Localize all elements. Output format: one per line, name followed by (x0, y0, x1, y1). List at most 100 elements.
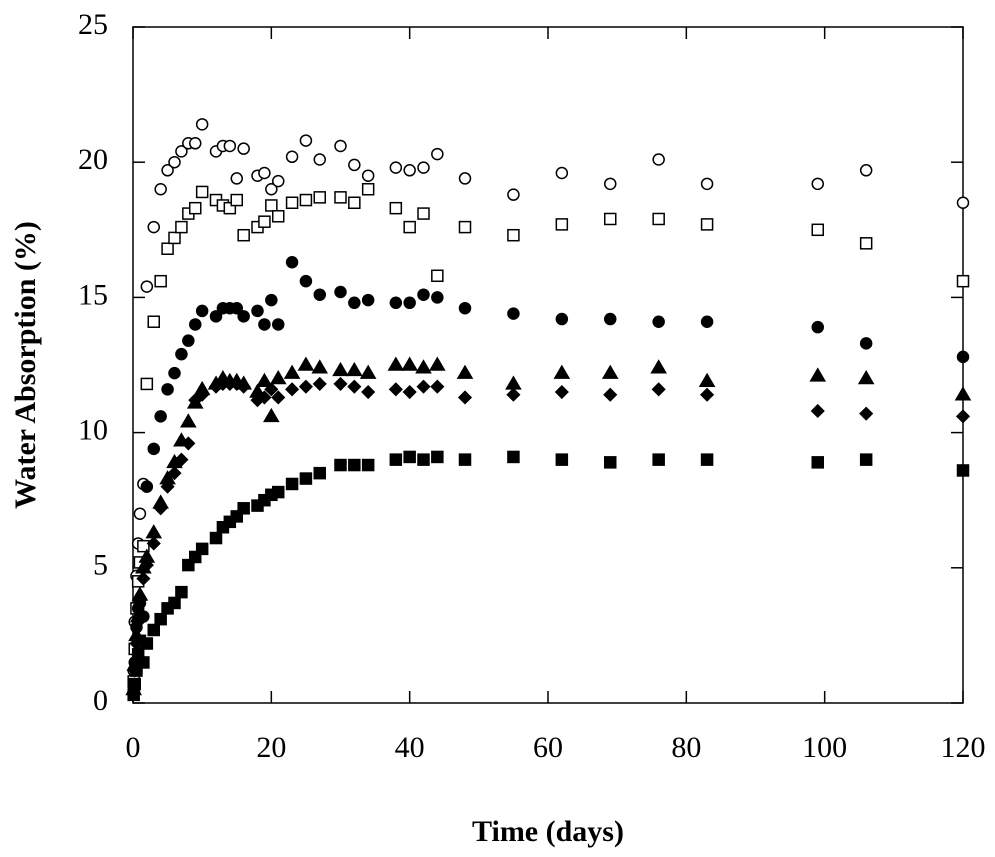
point (209, 531, 223, 545)
x-tick-label: 60 (533, 731, 563, 764)
point (230, 172, 243, 185)
point (956, 274, 970, 288)
point (285, 477, 299, 491)
point (956, 350, 970, 364)
point (698, 372, 716, 387)
point (230, 510, 243, 523)
x-tick-label: 120 (941, 731, 986, 764)
point (652, 212, 665, 226)
point (652, 153, 665, 166)
point (137, 656, 150, 669)
point (263, 407, 280, 423)
point (139, 558, 154, 573)
point (389, 161, 403, 174)
point (555, 312, 569, 326)
x-tick-label: 100 (802, 731, 847, 764)
point (431, 291, 444, 304)
point (417, 161, 430, 174)
point (811, 320, 824, 334)
point (700, 453, 714, 466)
point (161, 164, 174, 177)
point (272, 174, 285, 188)
point (146, 536, 161, 551)
point (700, 387, 715, 402)
point (859, 237, 873, 250)
point (361, 169, 375, 182)
point (195, 542, 209, 556)
point (297, 356, 315, 371)
point (299, 274, 313, 288)
point (430, 379, 445, 394)
point (285, 382, 300, 397)
y-tick-label: 5 (93, 549, 108, 582)
point (195, 304, 209, 318)
point (132, 593, 147, 608)
point (189, 550, 202, 564)
point (457, 390, 473, 405)
point (458, 453, 472, 466)
point (237, 310, 250, 323)
point (955, 409, 971, 424)
point (140, 637, 154, 650)
point (403, 296, 416, 310)
point (180, 413, 197, 428)
point (265, 293, 278, 307)
point (130, 664, 143, 677)
point (417, 288, 430, 301)
point (237, 502, 250, 515)
point (505, 375, 522, 390)
point (189, 137, 202, 150)
point (431, 147, 444, 161)
point (285, 150, 299, 164)
point (650, 359, 667, 374)
point (956, 196, 970, 210)
point (555, 453, 569, 466)
point (236, 379, 251, 394)
point (230, 193, 243, 207)
point (332, 361, 349, 377)
point (507, 228, 520, 242)
point (223, 139, 237, 153)
y-tick-label: 15 (78, 278, 108, 311)
point (809, 367, 827, 382)
point (160, 479, 175, 494)
point (127, 688, 140, 702)
point (313, 466, 326, 480)
point (154, 410, 167, 423)
point (389, 453, 403, 466)
point (237, 228, 250, 242)
point (311, 359, 329, 374)
point (361, 458, 375, 472)
point (175, 585, 188, 599)
point (128, 677, 141, 691)
point (604, 177, 617, 191)
point (859, 164, 873, 177)
point (257, 390, 272, 405)
point (312, 376, 327, 391)
point (389, 201, 403, 215)
y-tick-label: 25 (78, 8, 108, 41)
point (700, 177, 714, 191)
point (131, 614, 146, 629)
point (506, 387, 521, 402)
point (859, 453, 873, 466)
y-tick-label: 0 (93, 684, 108, 717)
point (387, 356, 405, 371)
point (285, 255, 299, 269)
y-tick-label: 20 (78, 143, 108, 176)
point (389, 296, 403, 310)
point (507, 450, 520, 464)
point (553, 364, 571, 379)
point (334, 285, 347, 299)
point (299, 193, 313, 207)
x-tick-label: 80 (671, 731, 701, 764)
point (652, 453, 665, 466)
x-tick-label: 0 (126, 731, 141, 764)
point (429, 356, 446, 371)
point (230, 301, 243, 315)
point (168, 366, 181, 380)
point (181, 436, 196, 451)
point (298, 379, 313, 394)
